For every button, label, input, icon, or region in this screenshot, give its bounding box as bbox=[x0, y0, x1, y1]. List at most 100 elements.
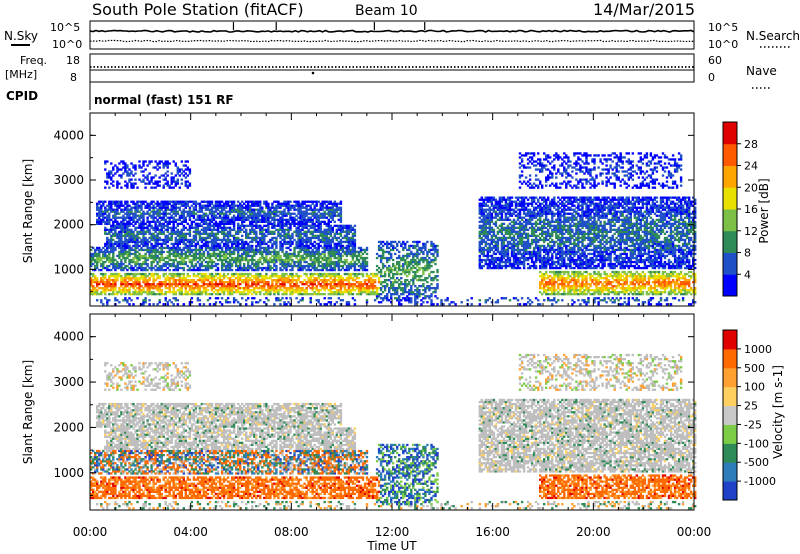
power-cell bbox=[307, 204, 310, 207]
power-cell bbox=[247, 246, 250, 250]
power-cell bbox=[116, 210, 119, 213]
power-cell bbox=[186, 184, 189, 187]
power-cell bbox=[114, 287, 117, 290]
power-cell bbox=[184, 218, 187, 221]
power-cell bbox=[136, 266, 139, 270]
power-cell bbox=[124, 256, 127, 260]
power-cell bbox=[291, 272, 294, 276]
power-cell bbox=[394, 266, 397, 270]
power-cell bbox=[182, 218, 185, 221]
power-cell bbox=[269, 258, 272, 262]
power-cell bbox=[150, 224, 153, 227]
power-cell bbox=[96, 291, 99, 294]
power-cell bbox=[255, 272, 258, 276]
power-cell bbox=[315, 293, 318, 296]
power-cell bbox=[275, 244, 278, 248]
power-cell bbox=[241, 256, 244, 260]
power-cell bbox=[239, 266, 242, 270]
power-cell bbox=[138, 289, 141, 292]
power-cell bbox=[200, 275, 204, 278]
power-cell bbox=[118, 182, 121, 185]
power-cell bbox=[190, 262, 194, 266]
power-cell bbox=[108, 172, 111, 175]
power-cell bbox=[287, 281, 290, 284]
power-cell bbox=[164, 206, 167, 209]
power-cell bbox=[118, 234, 121, 237]
power-cell bbox=[329, 264, 332, 268]
power-cell bbox=[357, 287, 361, 290]
power-cell bbox=[188, 226, 192, 229]
power-cell bbox=[267, 268, 270, 272]
power-cell bbox=[174, 220, 177, 223]
power-cell bbox=[319, 275, 322, 278]
power-cell bbox=[210, 275, 214, 278]
power-cell bbox=[158, 232, 161, 235]
power-cell bbox=[164, 176, 167, 179]
power-cell bbox=[198, 214, 202, 217]
power-cell bbox=[188, 258, 192, 262]
power-cell bbox=[164, 220, 167, 223]
power-cell bbox=[285, 258, 288, 262]
power-cell bbox=[381, 256, 385, 260]
power-cell bbox=[132, 244, 135, 248]
power-cell bbox=[331, 204, 334, 207]
power-cell bbox=[128, 224, 131, 227]
power-cell bbox=[106, 208, 109, 211]
power-cell bbox=[106, 303, 109, 306]
power-cell bbox=[273, 279, 276, 282]
power-cell bbox=[392, 246, 395, 250]
power-cell bbox=[398, 266, 401, 270]
power-cell bbox=[222, 204, 226, 207]
power-cell bbox=[148, 220, 151, 223]
power-cell bbox=[154, 254, 157, 258]
power-cell bbox=[130, 172, 133, 175]
power-cell bbox=[271, 238, 274, 242]
power-cell bbox=[90, 260, 93, 264]
power-cell bbox=[243, 266, 246, 270]
power-cell bbox=[186, 285, 189, 288]
power-cell bbox=[126, 214, 129, 217]
power-cell bbox=[150, 266, 153, 270]
power-cell bbox=[176, 299, 179, 302]
power-cell bbox=[285, 206, 288, 209]
power-cell bbox=[295, 264, 298, 268]
power-cell bbox=[307, 254, 310, 258]
power-cell bbox=[333, 260, 336, 264]
power-cell bbox=[267, 218, 270, 221]
power-cell bbox=[323, 258, 326, 262]
power-cell bbox=[222, 230, 226, 233]
power-cell bbox=[174, 268, 177, 272]
power-cell bbox=[281, 238, 284, 242]
power-cell bbox=[114, 299, 117, 302]
power-cell bbox=[188, 279, 192, 282]
power-cell bbox=[237, 236, 240, 240]
power-cell bbox=[210, 262, 214, 266]
power-cell bbox=[128, 277, 131, 280]
power-cell bbox=[222, 268, 226, 272]
power-cell bbox=[255, 277, 258, 280]
power-cell bbox=[208, 272, 212, 276]
power-cell bbox=[120, 236, 123, 240]
power-cell bbox=[122, 289, 125, 292]
power-cell bbox=[331, 287, 334, 290]
power-cell bbox=[349, 262, 353, 266]
power-cell bbox=[144, 242, 147, 246]
power-cell bbox=[305, 204, 308, 207]
power-cell bbox=[152, 281, 155, 284]
power-cell bbox=[176, 252, 179, 256]
power-cell bbox=[235, 236, 238, 240]
power-cell bbox=[273, 222, 276, 225]
power-cell bbox=[361, 283, 365, 286]
power-cell bbox=[122, 234, 125, 237]
power-cell bbox=[180, 283, 183, 286]
power-cell bbox=[138, 236, 141, 240]
power-cell bbox=[206, 242, 210, 246]
power-cell bbox=[190, 248, 194, 252]
power-cell bbox=[206, 299, 210, 302]
power-cell bbox=[337, 242, 340, 246]
power-cell bbox=[146, 240, 149, 244]
power-cell bbox=[394, 268, 397, 272]
power-cell bbox=[313, 244, 316, 248]
power-cell bbox=[204, 266, 208, 270]
power-cell bbox=[331, 218, 334, 221]
